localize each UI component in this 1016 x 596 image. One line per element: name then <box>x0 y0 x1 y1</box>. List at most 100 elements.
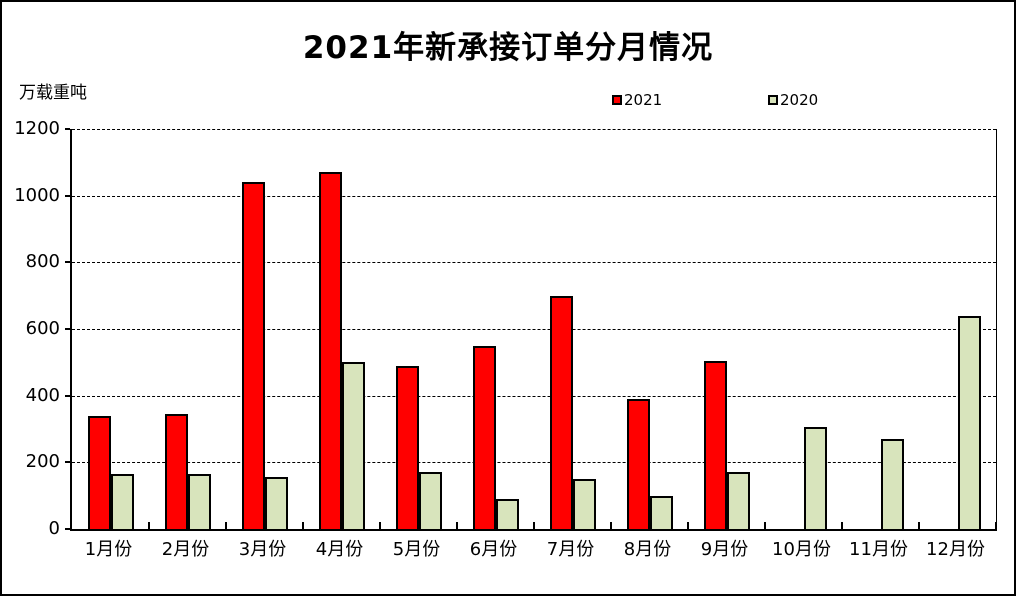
category-cell-2 <box>149 129 227 529</box>
bar-pair-12 <box>935 316 981 529</box>
y-axis-tick-400 <box>65 394 70 397</box>
y-tick-label-1200: 1200 <box>14 118 60 139</box>
bar-slot-2020-4月份 <box>341 362 365 529</box>
y-axis-tick-600 <box>65 328 70 330</box>
legend-swatch-2020-icon <box>768 95 778 105</box>
bar-slot-2021-4月份 <box>318 172 342 529</box>
y-tick-label-800: 800 <box>25 251 60 273</box>
bar-slot-2020-6月份 <box>495 499 519 529</box>
category-cell-5 <box>380 129 458 529</box>
bar-slot-2020-2月份 <box>187 474 211 529</box>
bar-slot-2020-5月份 <box>418 472 442 529</box>
bar-2020-4月份 <box>341 362 365 529</box>
bar-pair-11 <box>858 439 904 529</box>
bar-slot-2021-1月份 <box>87 416 111 529</box>
bar-slot-2020-3月份 <box>264 477 288 529</box>
bar-slot-2021-8月份 <box>626 399 650 529</box>
bar-pair-2 <box>164 414 211 529</box>
x-axis-tick-12 <box>995 522 997 529</box>
bar-slot-2020-8月份 <box>649 496 673 529</box>
legend-item-2020: 2020 <box>768 91 819 109</box>
x-label-8月份: 8月份 <box>623 539 672 560</box>
x-label-12月份: 12月份 <box>926 539 985 560</box>
bar-2021-8月份 <box>626 399 650 529</box>
plot-area <box>65 128 997 531</box>
bar-2021-1月份 <box>87 416 111 529</box>
bar-2020-9月份 <box>726 472 750 529</box>
y-axis-tick-1200 <box>65 128 70 130</box>
y-axis-tick-800 <box>65 261 70 264</box>
gridline-600 <box>72 329 996 330</box>
x-label-7月份: 7月份 <box>546 539 595 560</box>
category-cell-8 <box>611 129 689 529</box>
gridline-400 <box>72 395 996 397</box>
category-cell-6 <box>457 129 535 529</box>
x-label-10月份: 10月份 <box>772 539 831 560</box>
y-axis-unit-label: 万载重吨 <box>19 83 87 103</box>
bar-slot-2020-7月份 <box>572 479 596 529</box>
bar-2020-2月份 <box>187 474 211 529</box>
bar-2020-5月份 <box>418 472 442 529</box>
bar-2021-9月份 <box>703 361 727 529</box>
bar-2020-10月份 <box>803 427 827 529</box>
x-label-2月份: 2月份 <box>161 539 210 560</box>
x-label-5月份: 5月份 <box>392 539 441 560</box>
category-cell-4 <box>303 129 381 529</box>
bar-slot-2021-7月份 <box>549 296 573 529</box>
x-axis-tick-11 <box>918 522 920 529</box>
bar-pair-5 <box>395 366 442 529</box>
x-axis-tick-6 <box>533 522 535 529</box>
bar-2020-1月份 <box>110 474 134 529</box>
bar-2021-6月份 <box>472 346 496 529</box>
y-axis-tick-200 <box>65 461 70 464</box>
y-axis-tick-0 <box>65 528 70 530</box>
x-label-1月份: 1月份 <box>84 539 133 560</box>
bar-slot-2021-6月份 <box>472 346 496 529</box>
bar-slot-2021-9月份 <box>703 361 727 529</box>
y-tick-label-200: 200 <box>25 451 60 473</box>
bar-2020-7月份 <box>572 479 596 529</box>
bar-2020-6月份 <box>495 499 519 529</box>
category-cell-12 <box>919 129 997 529</box>
bar-slot-2021-5月份 <box>395 366 419 529</box>
bar-2020-12月份 <box>957 316 981 529</box>
bar-slot-2021-3月份 <box>241 182 265 529</box>
bar-pair-8 <box>626 399 673 529</box>
legend-label-2021: 2021 <box>624 91 663 109</box>
chart-title: 2021年新承接订单分月情况 <box>302 30 714 66</box>
bar-2020-11月份 <box>880 439 904 529</box>
x-axis-tick-7 <box>610 522 612 529</box>
bar-pair-4 <box>318 172 365 529</box>
y-tick-label-0: 0 <box>48 518 60 539</box>
x-axis-tick-9 <box>764 522 766 529</box>
y-axis-tick-1000 <box>65 194 70 197</box>
bar-2021-7月份 <box>549 296 573 529</box>
bar-2021-3月份 <box>241 182 265 529</box>
bar-slot-2020-1月份 <box>110 474 134 529</box>
x-axis-tick-1 <box>148 522 150 529</box>
bar-pair-1 <box>87 416 134 529</box>
category-cell-3 <box>226 129 304 529</box>
bar-slot-2020-9月份 <box>726 472 750 529</box>
bar-2020-8月份 <box>649 496 673 529</box>
bar-2021-4月份 <box>318 172 342 529</box>
gridline-800 <box>72 262 996 264</box>
x-label-6月份: 6月份 <box>469 539 518 560</box>
bar-slot-2020-12月份 <box>957 316 981 529</box>
bar-pair-9 <box>703 361 750 529</box>
bar-pair-7 <box>549 296 596 529</box>
legend-label-2020: 2020 <box>780 91 819 109</box>
bar-pair-3 <box>241 182 288 529</box>
category-cell-11 <box>842 129 920 529</box>
bar-2020-3月份 <box>264 477 288 529</box>
x-label-3月份: 3月份 <box>238 539 287 560</box>
y-tick-label-400: 400 <box>25 384 60 406</box>
x-label-4月份: 4月份 <box>315 539 364 560</box>
category-cell-7 <box>534 129 612 529</box>
bar-slot-2021-2月份 <box>164 414 188 529</box>
bar-pair-10 <box>781 427 827 529</box>
bar-pair-6 <box>472 346 519 529</box>
gridline-200 <box>72 462 996 464</box>
x-axis-tick-4 <box>379 522 381 529</box>
